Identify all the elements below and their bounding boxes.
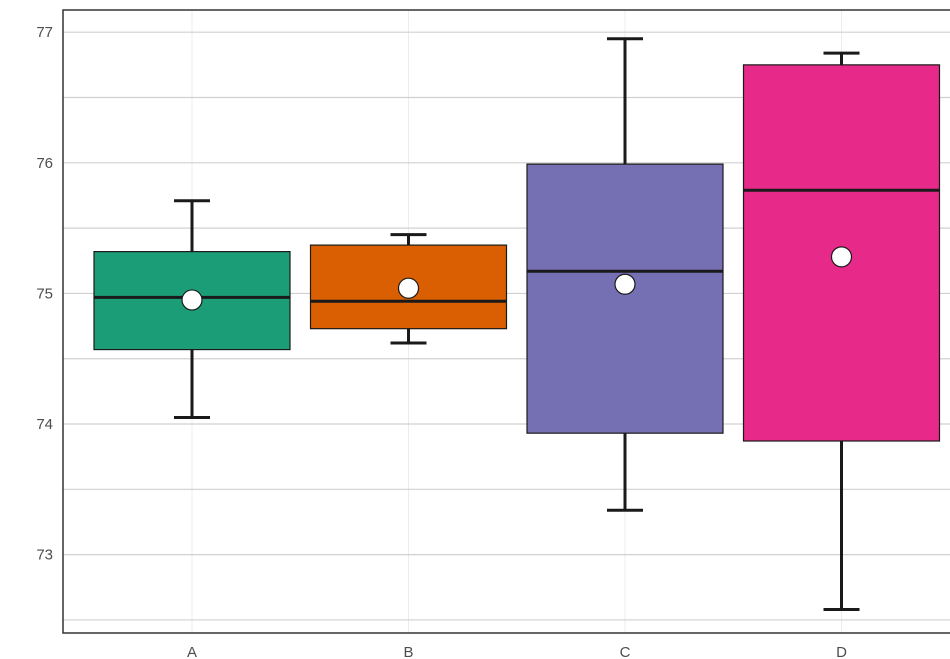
box-c [526,37,724,512]
box-series [93,37,941,611]
mean-point [830,246,853,268]
mean-point [614,273,636,295]
box-b [309,233,508,345]
x-tick-label: B [403,644,413,659]
y-tick-label: 75 [36,285,53,302]
mean-point [181,289,203,311]
x-tick-label: D [836,644,847,659]
box-a [93,199,291,419]
x-tick-label: C [620,644,631,659]
x-tick-label: A [187,644,197,659]
y-tick-label: 77 [36,24,53,41]
mean-point [397,277,420,299]
y-axis-tick-labels: 73 74 75 76 77 [36,24,53,563]
box-d [742,51,941,611]
y-tick-label: 76 [36,155,53,172]
y-tick-label: 74 [36,416,53,433]
y-tick-label: 73 [36,547,53,564]
box-iqr [526,163,724,434]
x-axis-tick-labels: A B C D [187,644,847,659]
plot-panel-border [62,9,950,634]
